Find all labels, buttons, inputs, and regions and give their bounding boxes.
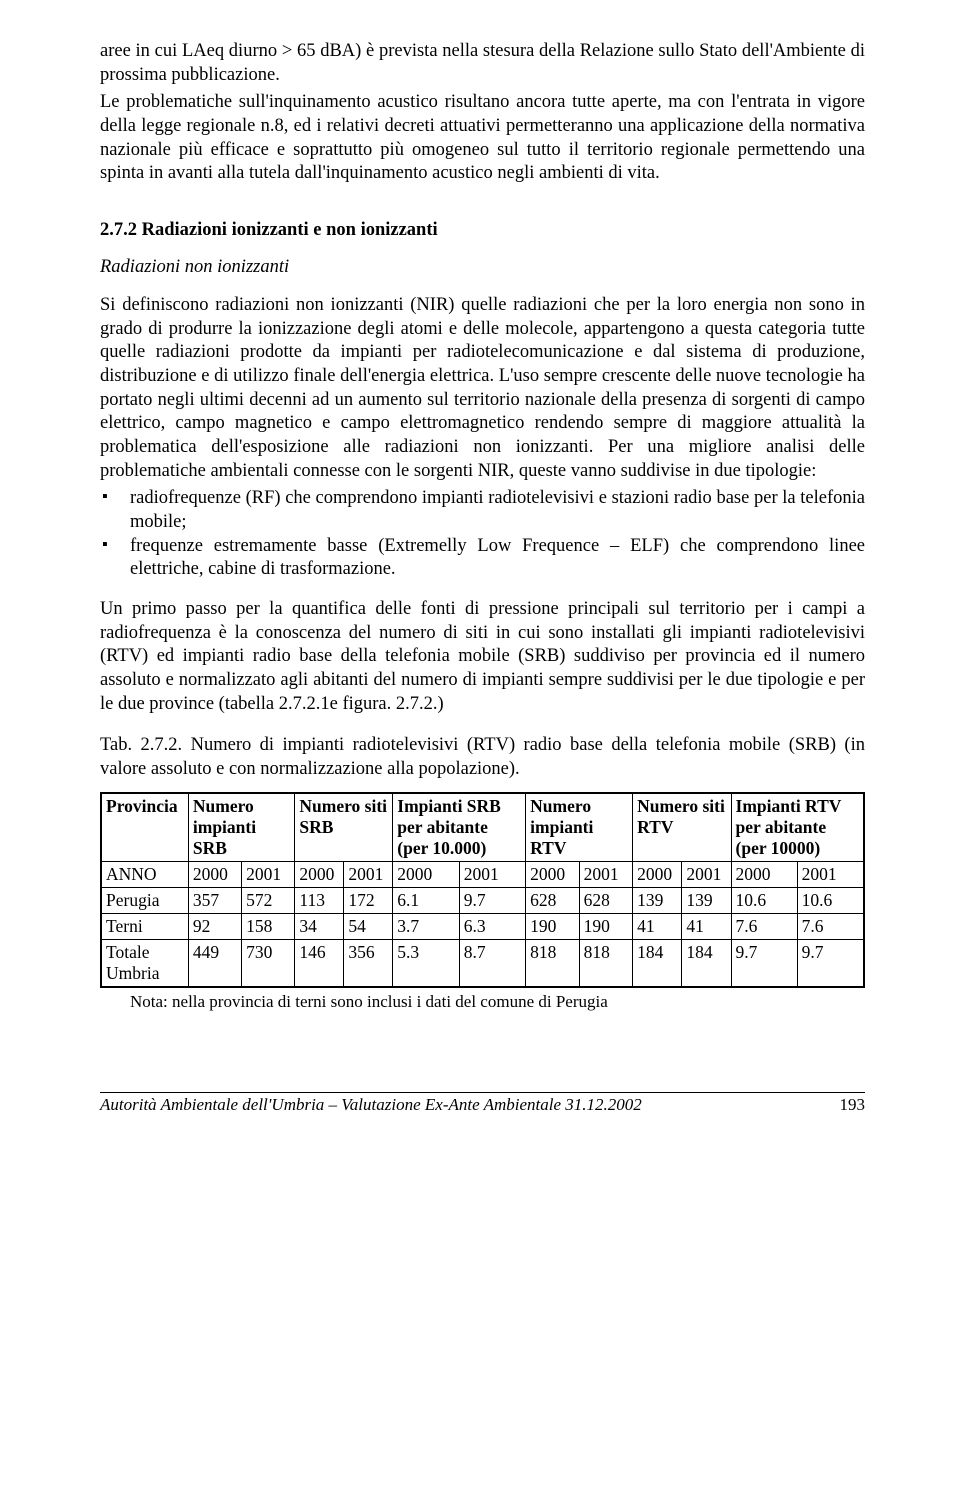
table-cell: 54 <box>344 913 393 939</box>
col-header: Numero impianti RTV <box>526 793 633 862</box>
table-row-years: ANNO 2000 2001 2000 2001 2000 2001 2000 … <box>101 861 864 887</box>
table-cell: 158 <box>242 913 295 939</box>
page-number: 193 <box>840 1095 866 1115</box>
table-cell: 2001 <box>797 861 864 887</box>
table-cell: 2001 <box>579 861 633 887</box>
table-cell: 2000 <box>731 861 797 887</box>
table-cell: 34 <box>295 913 344 939</box>
table-cell: 190 <box>526 913 580 939</box>
col-header: Provincia <box>101 793 188 862</box>
list-item: radiofrequenze (RF) che comprendono impi… <box>100 487 865 534</box>
paragraph: Un primo passo per la quantifica delle f… <box>100 598 865 716</box>
table-cell: 2001 <box>459 861 525 887</box>
table-cell: ANNO <box>101 861 188 887</box>
paragraph: Si definiscono radiazioni non ionizzanti… <box>100 294 865 483</box>
table-cell: 184 <box>682 939 731 987</box>
list-item: frequenze estremamente basse (Extremelly… <box>100 535 865 582</box>
table-row: Terni 92 158 34 54 3.7 6.3 190 190 41 41… <box>101 913 864 939</box>
table-cell: 2001 <box>344 861 393 887</box>
table-cell: Terni <box>101 913 188 939</box>
table-cell: 10.6 <box>797 887 864 913</box>
table-cell: 8.7 <box>459 939 525 987</box>
paragraph: aree in cui LAeq diurno > 65 dBA) è prev… <box>100 40 865 87</box>
page: aree in cui LAeq diurno > 65 dBA) è prev… <box>0 0 960 1145</box>
table-cell: 2000 <box>295 861 344 887</box>
table-cell: 2000 <box>526 861 580 887</box>
table-cell: 3.7 <box>393 913 459 939</box>
table-row: Perugia 357 572 113 172 6.1 9.7 628 628 … <box>101 887 864 913</box>
data-table: Provincia Numero impianti SRB Numero sit… <box>100 792 865 988</box>
table-cell: Totale Umbria <box>101 939 188 987</box>
table-cell: 6.1 <box>393 887 459 913</box>
table-caption: Tab. 2.7.2. Numero di impianti radiotele… <box>100 734 865 781</box>
table-cell: Perugia <box>101 887 188 913</box>
table-cell: 139 <box>633 887 682 913</box>
bullet-list: radiofrequenze (RF) che comprendono impi… <box>100 487 865 582</box>
table-cell: 2001 <box>242 861 295 887</box>
table-cell: 190 <box>579 913 633 939</box>
section-subheading: Radiazioni non ionizzanti <box>100 257 865 278</box>
table-row: Totale Umbria 449 730 146 356 5.3 8.7 81… <box>101 939 864 987</box>
table-cell: 184 <box>633 939 682 987</box>
table-cell: 7.6 <box>731 913 797 939</box>
table-cell: 6.3 <box>459 913 525 939</box>
table-cell: 2001 <box>682 861 731 887</box>
table-cell: 92 <box>188 913 241 939</box>
table-cell: 2000 <box>633 861 682 887</box>
table-cell: 146 <box>295 939 344 987</box>
table-body: ANNO 2000 2001 2000 2001 2000 2001 2000 … <box>101 861 864 987</box>
table-header: Provincia Numero impianti SRB Numero sit… <box>101 793 864 862</box>
table-cell: 572 <box>242 887 295 913</box>
table-cell: 9.7 <box>797 939 864 987</box>
paragraph: Le problematiche sull'inquinamento acust… <box>100 91 865 186</box>
col-header: Impianti RTV per abitante (per 10000) <box>731 793 864 862</box>
table-cell: 41 <box>633 913 682 939</box>
table-cell: 7.6 <box>797 913 864 939</box>
table-cell: 818 <box>526 939 580 987</box>
col-header: Numero impianti SRB <box>188 793 295 862</box>
page-footer: Autorità Ambientale dell'Umbria – Valuta… <box>100 1092 865 1115</box>
footer-text: Autorità Ambientale dell'Umbria – Valuta… <box>100 1095 642 1115</box>
section-heading: 2.7.2 Radiazioni ionizzanti e non ionizz… <box>100 220 865 241</box>
col-header: Numero siti RTV <box>633 793 731 862</box>
table-cell: 113 <box>295 887 344 913</box>
table-cell: 357 <box>188 887 241 913</box>
col-header: Numero siti SRB <box>295 793 393 862</box>
table-cell: 628 <box>579 887 633 913</box>
table-cell: 10.6 <box>731 887 797 913</box>
col-header: Impianti SRB per abitante (per 10.000) <box>393 793 526 862</box>
table-cell: 449 <box>188 939 241 987</box>
table-cell: 139 <box>682 887 731 913</box>
table-cell: 628 <box>526 887 580 913</box>
table-note: Nota: nella provincia di terni sono incl… <box>130 992 865 1012</box>
table-cell: 172 <box>344 887 393 913</box>
table-cell: 2000 <box>188 861 241 887</box>
table-cell: 356 <box>344 939 393 987</box>
table-cell: 730 <box>242 939 295 987</box>
table-cell: 9.7 <box>731 939 797 987</box>
table-cell: 818 <box>579 939 633 987</box>
table-cell: 2000 <box>393 861 459 887</box>
table-cell: 9.7 <box>459 887 525 913</box>
table-cell: 5.3 <box>393 939 459 987</box>
table-cell: 41 <box>682 913 731 939</box>
